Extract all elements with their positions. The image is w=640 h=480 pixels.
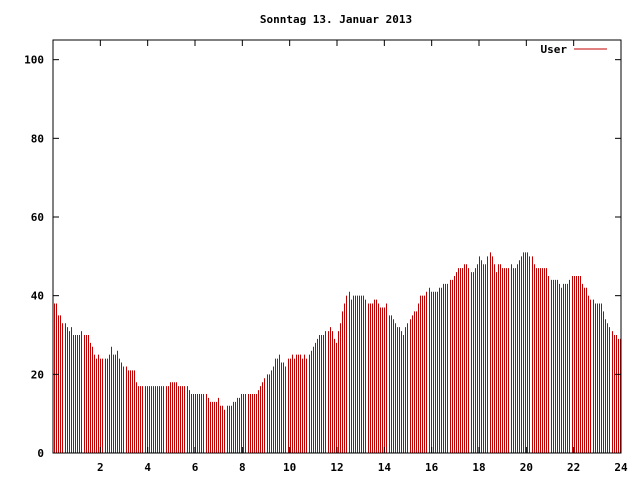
legend: User bbox=[541, 43, 607, 56]
x-tick-label: 4 bbox=[144, 461, 151, 474]
y-tick-label: 80 bbox=[31, 132, 44, 145]
x-tick-label: 16 bbox=[425, 461, 439, 474]
y-tick-label: 100 bbox=[24, 54, 44, 67]
x-tick-label: 6 bbox=[192, 461, 199, 474]
bar-series-user bbox=[54, 252, 621, 453]
x-tick-label: 18 bbox=[472, 461, 485, 474]
y-tick-label: 60 bbox=[31, 211, 44, 224]
x-tick-label: 2 bbox=[97, 461, 104, 474]
x-tick-label: 10 bbox=[283, 461, 296, 474]
x-tick-label: 24 bbox=[614, 461, 628, 474]
legend-label-user: User bbox=[541, 43, 568, 56]
y-tick-label: 0 bbox=[37, 447, 44, 460]
y-tick-label: 40 bbox=[31, 290, 44, 303]
y-axis: 0 20 40 60 80 100 bbox=[24, 54, 621, 460]
x-tick-label: 8 bbox=[239, 461, 246, 474]
x-axis: 2 4 6 8 10 12 14 16 18 20 22 24 bbox=[97, 40, 628, 474]
x-tick-label: 12 bbox=[330, 461, 343, 474]
x-tick-label: 22 bbox=[567, 461, 580, 474]
y-tick-label: 20 bbox=[31, 368, 44, 381]
chart-title: Sonntag 13. Januar 2013 bbox=[260, 13, 412, 26]
x-tick-label: 14 bbox=[378, 461, 392, 474]
x-tick-label: 20 bbox=[520, 461, 533, 474]
